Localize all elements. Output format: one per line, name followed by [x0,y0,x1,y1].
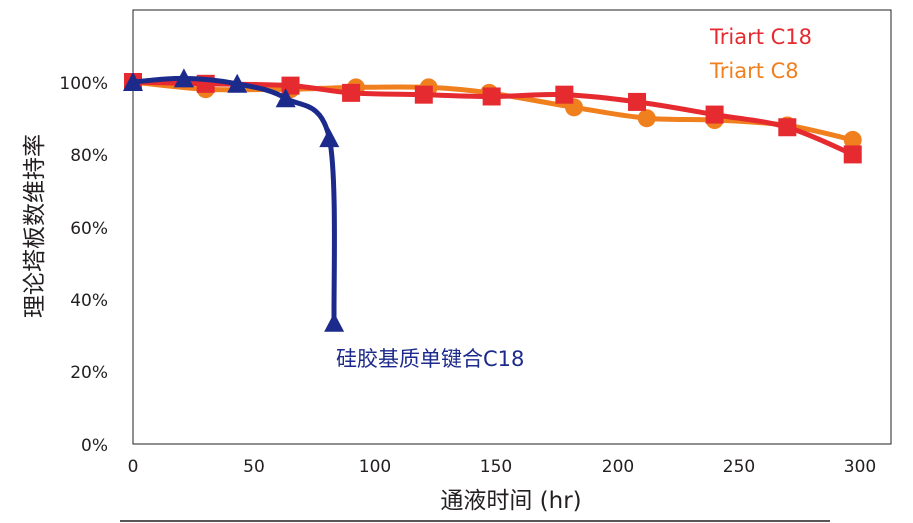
y-tick-labels: 0% 20% 40% 60% 80% 100% [59,74,108,456]
series-layer [123,68,862,332]
y-tick-label: 0% [81,436,108,456]
y-tick-label: 80% [70,146,108,166]
data-point-triangle [275,88,296,108]
y-tick-label: 100% [59,74,108,94]
x-tick-label: 0 [128,457,139,477]
x-tick-label: 250 [723,457,755,477]
data-point-square [342,83,361,102]
data-point-triangle [173,68,194,88]
data-point-circle [637,109,656,128]
data-point-square [482,87,501,106]
x-tick-label: 150 [480,457,512,477]
x-tick-labels: 0 50 100 150 200 250 300 [128,457,877,477]
data-point-square [843,145,862,164]
data-point-square [414,85,433,104]
x-tick-label: 200 [602,457,634,477]
data-point-triangle [123,72,143,91]
y-tick-label: 20% [70,363,108,383]
data-point-triangle [324,312,345,332]
data-point-circle [843,130,862,149]
annotation-silica-c18: 硅胶基质单键合C18 [336,347,524,371]
data-point-square [778,118,797,137]
legend-label-triart-c18: Triart C18 [709,25,812,49]
x-tick-label: 50 [243,457,265,477]
plot-frame [132,9,892,445]
data-point-triangle [319,128,340,148]
y-tick-label: 40% [70,291,108,311]
legend-label-triart-c8: Triart C8 [709,59,799,83]
y-axis-title: 理论塔板数维持率 [22,134,48,318]
x-axis-title: 通液时间 (hr) [440,488,581,514]
series-line-triangle [130,75,337,326]
data-point-square [555,85,574,104]
data-point-triangle [227,73,248,93]
data-point-square [705,105,724,124]
x-tick-label: 100 [359,457,391,477]
x-tick-label: 300 [844,457,876,477]
y-tick-label: 60% [70,219,108,239]
data-point-square [628,92,647,111]
